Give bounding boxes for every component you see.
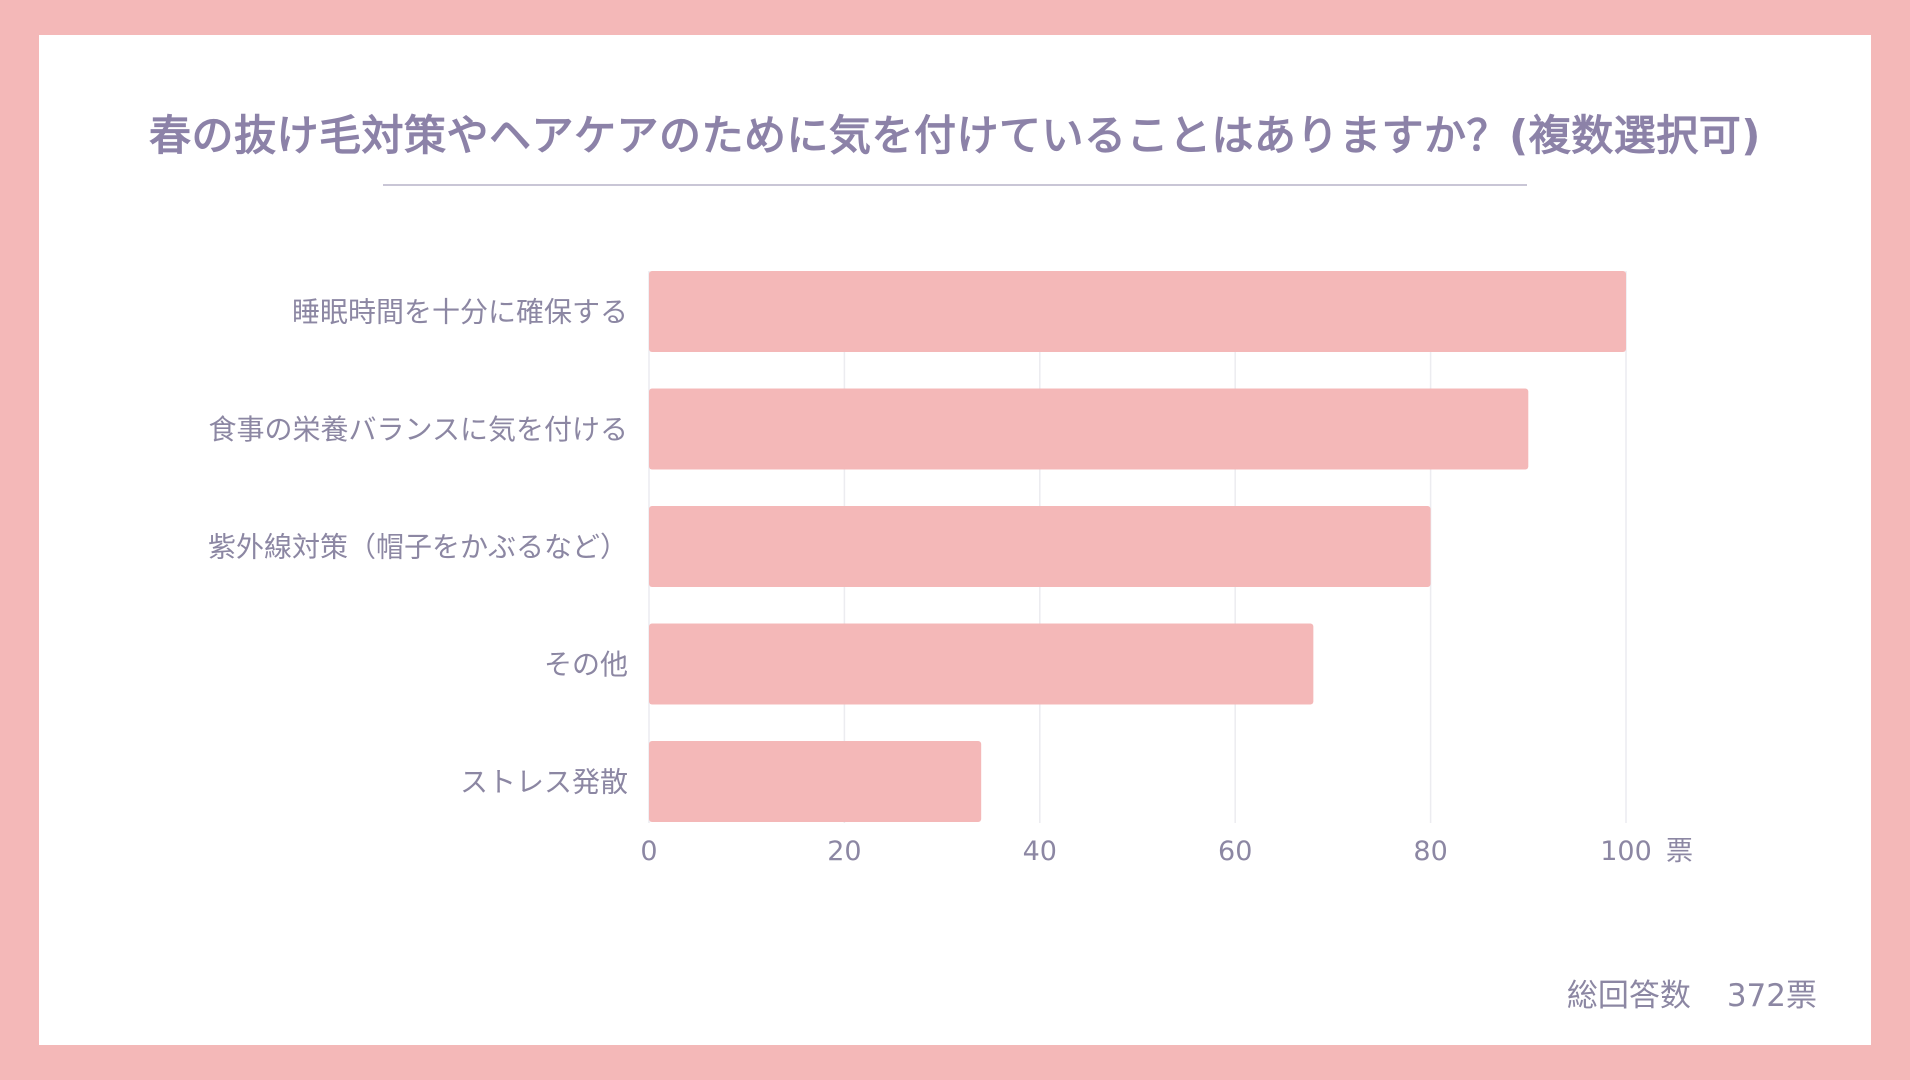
x-tick-label: 0: [640, 836, 657, 867]
total-label: 総回答数: [1566, 978, 1691, 1014]
category-label: 紫外線対策（帽子をかぶるなど）: [208, 531, 628, 564]
bars: [649, 271, 1626, 822]
bar: [649, 271, 1626, 352]
total-responses: 総回答数 372票: [1567, 970, 1817, 1015]
x-tick-label: 100: [1600, 836, 1652, 867]
category-label: 食事の栄養バランスに気を付ける: [209, 413, 628, 446]
category-label: 睡眠時間を十分に確保する: [292, 296, 628, 329]
chart-title: 春の抜け毛対策やヘアケアのために気を付けていることはありますか？(複数選択可): [149, 111, 1761, 160]
bar: [649, 741, 982, 822]
title-divider: [383, 184, 1527, 186]
x-tick-label: 60: [1218, 836, 1252, 867]
x-axis-unit: 票: [1666, 836, 1693, 867]
category-label: ストレス発散: [460, 766, 628, 799]
x-tick-label: 40: [1023, 836, 1057, 867]
x-tick-label: 20: [827, 836, 861, 867]
category-labels: 睡眠時間を十分に確保する食事の栄養バランスに気を付ける紫外線対策（帽子をかぶるな…: [208, 296, 628, 799]
category-label: その他: [544, 648, 628, 681]
bar: [649, 388, 1529, 470]
bar: [649, 506, 1431, 587]
bar: [649, 623, 1314, 705]
x-axis-ticks: 0 20 40 60 80 100 票: [640, 836, 1693, 867]
x-tick-label: 80: [1413, 836, 1447, 867]
total-value: 372票: [1726, 978, 1817, 1014]
